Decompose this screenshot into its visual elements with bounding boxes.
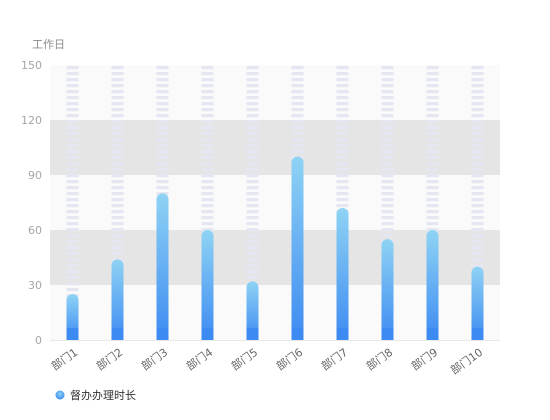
y-tick-label: 60 xyxy=(28,224,42,237)
bar-base xyxy=(66,328,79,340)
bar[interactable] xyxy=(201,230,214,340)
background-band xyxy=(50,175,500,230)
bar-base xyxy=(201,328,214,340)
bar[interactable] xyxy=(426,230,439,340)
legend-label: 督办办理时长 xyxy=(70,388,136,402)
background-bands xyxy=(50,65,500,340)
x-tick-label: 部门6 xyxy=(273,345,305,373)
x-tick-label: 部门8 xyxy=(363,345,395,373)
bar[interactable] xyxy=(336,208,349,340)
bar-base xyxy=(156,328,169,340)
bar-base xyxy=(291,328,304,340)
background-band xyxy=(50,65,500,120)
bar[interactable] xyxy=(111,259,124,340)
legend[interactable]: 督办办理时长 xyxy=(55,388,137,402)
y-axis-ticks: 0 30 60 90 120 150 xyxy=(21,59,42,347)
y-axis-label: 工作日 xyxy=(32,38,65,51)
y-tick-label: 30 xyxy=(28,279,42,292)
x-tick-label: 部门5 xyxy=(228,345,260,373)
bar-base xyxy=(246,328,259,340)
bars xyxy=(66,156,484,340)
bar-track xyxy=(246,65,259,340)
legend-marker xyxy=(55,390,65,400)
bar-track xyxy=(66,65,79,340)
x-tick-label: 部门10 xyxy=(448,345,486,377)
y-tick-label: 120 xyxy=(21,114,42,127)
bar-base xyxy=(426,328,439,340)
bar-base xyxy=(381,328,394,340)
background-band xyxy=(50,120,500,175)
x-tick-label: 部门4 xyxy=(183,345,215,373)
bar[interactable] xyxy=(246,281,259,340)
bar-base xyxy=(336,328,349,340)
y-tick-label: 150 xyxy=(21,59,42,72)
bar[interactable] xyxy=(291,156,304,340)
x-axis-ticks: 部门1 部门2 部门3 部门4 部门5 部门6 部门7 部门8 部门9 部门10 xyxy=(48,345,485,377)
x-tick-label: 部门2 xyxy=(93,345,125,373)
x-tick-label: 部门1 xyxy=(48,345,80,373)
bar-base xyxy=(471,328,484,340)
y-tick-label: 0 xyxy=(35,334,42,347)
bar[interactable] xyxy=(381,239,394,340)
bar[interactable] xyxy=(156,193,169,340)
y-tick-label: 90 xyxy=(28,169,42,182)
background-band xyxy=(50,285,500,340)
background-band xyxy=(50,230,500,285)
x-tick-label: 部门7 xyxy=(318,345,350,373)
x-tick-label: 部门9 xyxy=(408,345,440,373)
x-tick-label: 部门3 xyxy=(138,345,170,373)
bar[interactable] xyxy=(471,266,484,340)
bar-base xyxy=(111,328,124,340)
